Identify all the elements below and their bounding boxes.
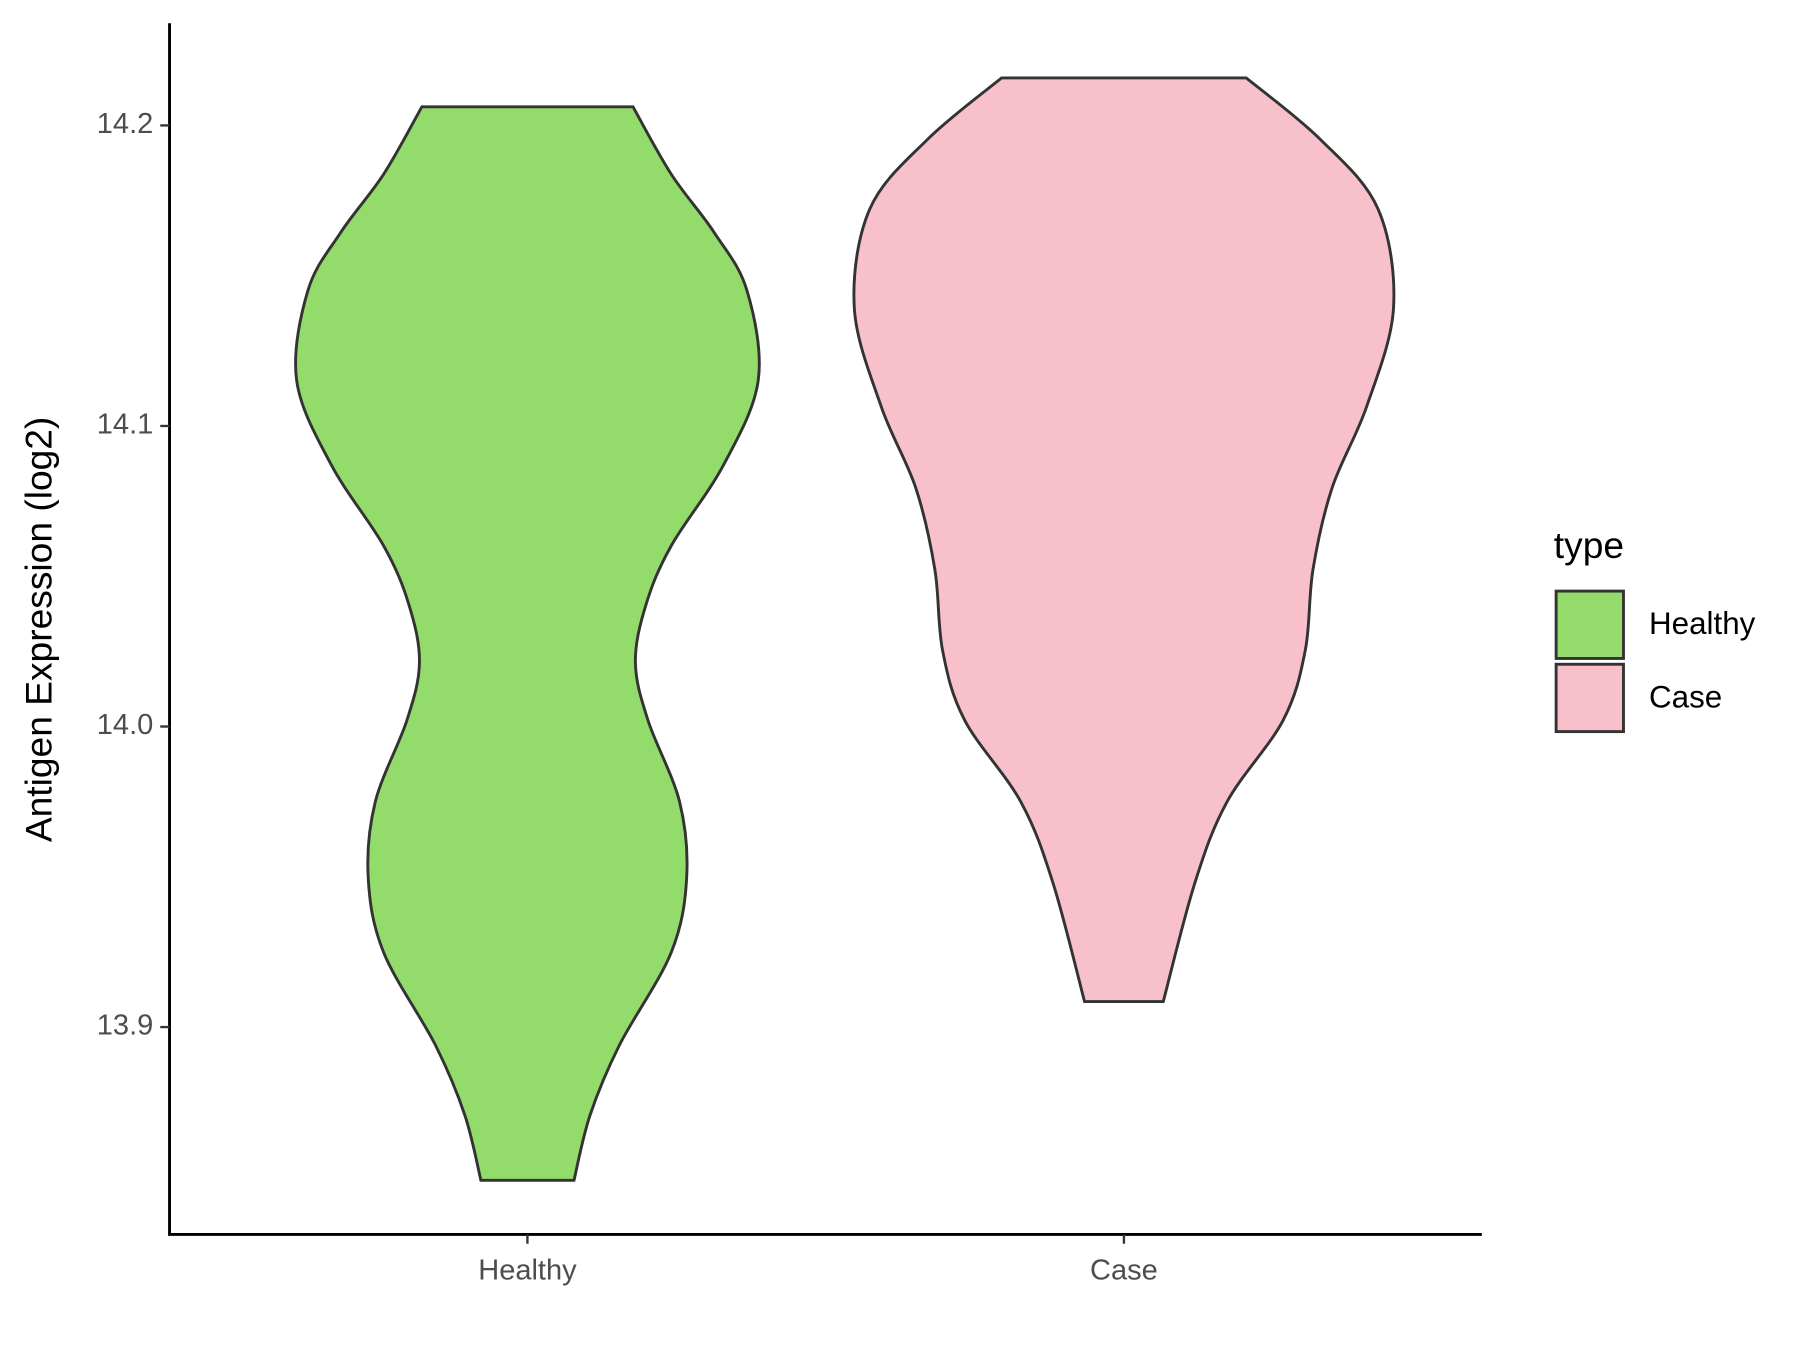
y-tick-label: 14.0 bbox=[97, 709, 153, 741]
legend-label: Case bbox=[1649, 679, 1722, 714]
y-tick-label: 14.1 bbox=[97, 409, 153, 441]
legend-swatch bbox=[1554, 589, 1625, 660]
x-tick-label: Healthy bbox=[478, 1254, 577, 1286]
violin bbox=[852, 76, 1396, 1003]
violin bbox=[294, 105, 761, 1182]
x-tick-label: Case bbox=[1090, 1254, 1158, 1286]
y-tick-label: 13.9 bbox=[97, 1010, 153, 1042]
legend-label: Healthy bbox=[1649, 606, 1756, 641]
legend-title: type bbox=[1554, 524, 1624, 566]
y-axis-title: Antigen Expression (log2) bbox=[18, 417, 60, 842]
y-tick-label: 14.2 bbox=[97, 108, 153, 140]
legend-swatch bbox=[1554, 662, 1625, 734]
